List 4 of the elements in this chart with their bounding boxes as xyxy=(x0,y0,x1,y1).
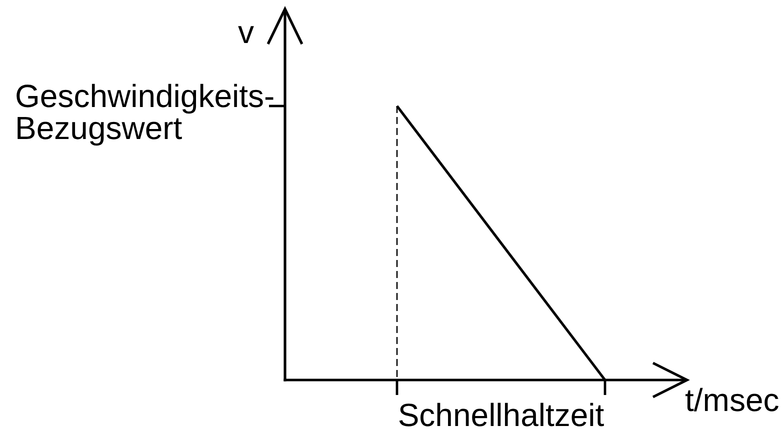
text: Geschwindigkeits-Bezugswert xyxy=(15,78,275,146)
x-axis-title: t/msec xyxy=(685,382,780,418)
text: Schnellhaltzeit xyxy=(398,397,604,431)
y-axis-title: v xyxy=(238,14,254,50)
